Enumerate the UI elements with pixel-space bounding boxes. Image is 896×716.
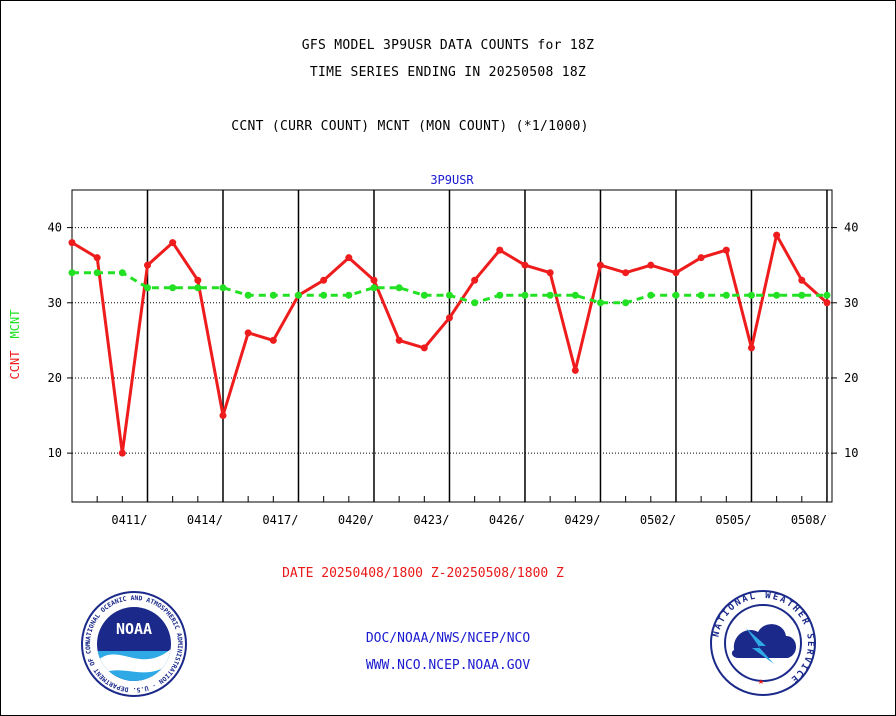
series-point-mcnt — [747, 291, 755, 299]
series-point-ccnt — [496, 246, 504, 254]
x-tick-label: 0423/ — [413, 513, 449, 527]
y-tick-label-left: 20 — [48, 371, 62, 385]
series-point-ccnt — [722, 246, 730, 254]
series-point-ccnt — [672, 269, 680, 277]
header-title-line2: TIME SERIES ENDING IN 20250508 18Z — [309, 65, 587, 80]
series-point-ccnt — [194, 276, 202, 284]
series-point-ccnt — [471, 276, 479, 284]
y-tick-label-right: 20 — [844, 371, 858, 385]
series-point-ccnt — [395, 336, 403, 344]
series-point-ccnt — [773, 231, 781, 239]
series-point-ccnt — [269, 336, 277, 344]
x-tick-label: 0426/ — [489, 513, 525, 527]
series-point-mcnt — [294, 291, 302, 299]
series-point-ccnt — [118, 449, 126, 457]
series-point-mcnt — [445, 291, 453, 299]
x-tick-label: 0505/ — [715, 513, 751, 527]
series-point-ccnt — [169, 239, 177, 247]
x-tick-label: 0417/ — [262, 513, 298, 527]
series-point-mcnt — [93, 269, 101, 277]
series-point-mcnt — [596, 299, 604, 307]
series-point-mcnt — [622, 299, 630, 307]
y-tick-label-left: 40 — [48, 221, 62, 235]
series-point-mcnt — [320, 291, 328, 299]
series-point-ccnt — [521, 261, 529, 269]
x-tick-label: 0414/ — [187, 513, 223, 527]
series-point-mcnt — [143, 284, 151, 292]
series-point-mcnt — [521, 291, 529, 299]
series-point-mcnt — [672, 291, 680, 299]
plot-area-border — [71, 189, 833, 503]
series-point-mcnt — [773, 291, 781, 299]
series-point-ccnt — [244, 329, 252, 337]
series-point-mcnt — [244, 291, 252, 299]
series-point-mcnt — [722, 291, 730, 299]
x-tick-label: 0429/ — [564, 513, 600, 527]
series-point-mcnt — [169, 284, 177, 292]
footer-org-line: DOC/NOAA/NWS/NCEP/NCO — [365, 631, 531, 646]
series-point-ccnt — [345, 254, 353, 262]
series-point-ccnt — [546, 269, 554, 277]
y-tick-label-right: 40 — [844, 221, 858, 235]
header-title-line3: CCNT (CURR COUNT) MCNT (MON COUNT) (*1/1… — [231, 119, 589, 134]
series-point-ccnt — [219, 412, 227, 420]
series-point-ccnt — [622, 269, 630, 277]
series-point-mcnt — [194, 284, 202, 292]
y-axis-label-ccnt: CCNT — [8, 351, 22, 380]
y-tick-label-right: 10 — [844, 446, 858, 460]
series-point-mcnt — [269, 291, 277, 299]
series-point-ccnt — [420, 344, 428, 352]
series-point-ccnt — [68, 239, 76, 247]
series-point-ccnt — [798, 276, 806, 284]
noaa-logo-text: NOAA — [116, 620, 152, 638]
series-point-ccnt — [823, 299, 831, 307]
header-title-line1: GFS MODEL 3P9USR DATA COUNTS for 18Z — [301, 38, 595, 53]
y-tick-label-left: 10 — [48, 446, 62, 460]
series-point-ccnt — [647, 261, 655, 269]
series-point-mcnt — [345, 291, 353, 299]
series-point-mcnt — [395, 284, 403, 292]
series-point-ccnt — [143, 261, 151, 269]
x-tick-label: 0420/ — [338, 513, 374, 527]
series-point-mcnt — [571, 291, 579, 299]
series-point-mcnt — [370, 284, 378, 292]
x-tick-label: 0502/ — [640, 513, 676, 527]
date-range-label: DATE 20250408/1800 Z-20250508/1800 Z — [282, 566, 564, 581]
y-axis-label-mcnt: MCNT — [8, 310, 22, 339]
series-point-ccnt — [747, 344, 755, 352]
series-point-ccnt — [571, 366, 579, 374]
series-point-mcnt — [420, 291, 428, 299]
series-point-mcnt — [823, 291, 831, 299]
footer-website-link[interactable]: WWW.NCO.NCEP.NOAA.GOV — [365, 658, 531, 673]
y-tick-label-left: 30 — [48, 296, 62, 310]
series-point-ccnt — [93, 254, 101, 262]
series-point-ccnt — [370, 276, 378, 284]
series-point-mcnt — [496, 291, 504, 299]
series-point-ccnt — [445, 314, 453, 322]
series-point-mcnt — [68, 269, 76, 277]
series-point-mcnt — [546, 291, 554, 299]
nws-logo: NATIONAL WEATHER SERVICE — [710, 590, 816, 696]
chart-series-title: 3P9USR — [430, 173, 474, 187]
series-point-mcnt — [471, 299, 479, 307]
series-point-mcnt — [697, 291, 705, 299]
series-point-mcnt — [798, 291, 806, 299]
series-point-mcnt — [219, 284, 227, 292]
series-point-mcnt — [647, 291, 655, 299]
x-tick-label: 0508/ — [791, 513, 827, 527]
noaa-logo: NATIONAL OCEANIC AND ATMOSPHERIC ADMINIS… — [79, 589, 187, 697]
series-point-ccnt — [596, 261, 604, 269]
series-point-mcnt — [118, 269, 126, 277]
series-point-ccnt — [697, 254, 705, 262]
y-tick-label-right: 30 — [844, 296, 858, 310]
series-point-ccnt — [320, 276, 328, 284]
x-tick-label: 0411/ — [111, 513, 147, 527]
